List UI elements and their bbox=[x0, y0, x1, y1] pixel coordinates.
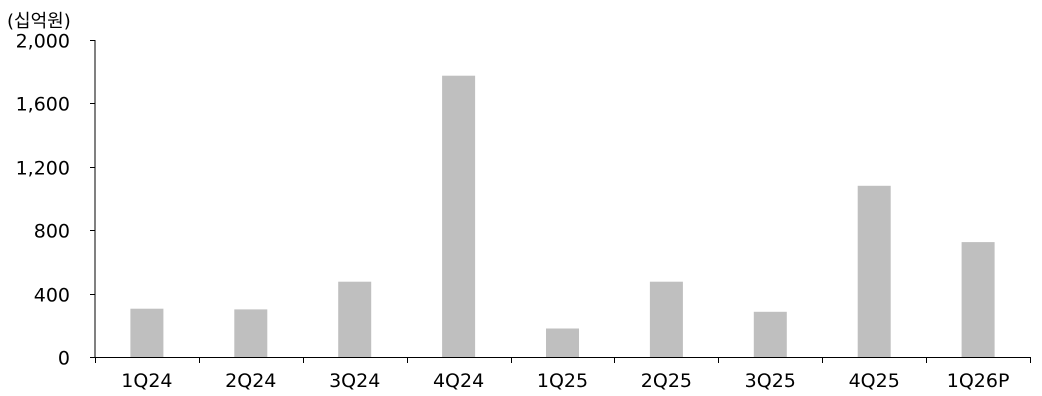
x-tick-label-4q24: 4Q24 bbox=[433, 370, 484, 392]
bar-2q25 bbox=[649, 281, 683, 357]
x-tick-label-4q25: 4Q25 bbox=[849, 370, 900, 392]
bar-4q24 bbox=[442, 75, 476, 357]
y-tick-label-400: 400 bbox=[34, 285, 70, 307]
x-tick-label-1q25: 1Q25 bbox=[537, 370, 588, 392]
unit-label: (십억원) bbox=[7, 11, 71, 32]
x-tick-label-2q24: 2Q24 bbox=[225, 370, 276, 392]
bar-2q24 bbox=[234, 309, 268, 357]
x-tick-label-1q26p: 1Q26P bbox=[947, 370, 1010, 392]
x-axis: 1Q24 2Q24 3Q24 4Q24 1Q25 2Q25 3Q25 4Q25 1Q26P bbox=[95, 357, 1031, 392]
x-tick-label-3q25: 3Q25 bbox=[745, 370, 796, 392]
bar-1q25 bbox=[546, 328, 579, 357]
y-tick-label-1600: 1,600 bbox=[16, 94, 70, 116]
bar-1q24 bbox=[130, 308, 164, 357]
y-tick-label-2000: 2,000 bbox=[16, 31, 70, 53]
y-tick-label-0: 0 bbox=[58, 348, 70, 370]
bar-1q26p bbox=[961, 242, 995, 357]
bar-3q25 bbox=[753, 311, 787, 357]
bar-4q25 bbox=[857, 185, 891, 357]
x-tick-label-3q24: 3Q24 bbox=[329, 370, 380, 392]
bars-group bbox=[130, 75, 995, 357]
y-tick-label-1200: 1,200 bbox=[16, 158, 70, 180]
x-tick-label-1q24: 1Q24 bbox=[121, 370, 172, 392]
y-tick-label-800: 800 bbox=[34, 221, 70, 243]
y-axis: 0 400 800 1,200 1,600 2,000 bbox=[16, 31, 96, 370]
x-tick-label-2q25: 2Q25 bbox=[641, 370, 692, 392]
bar-3q24 bbox=[338, 281, 372, 357]
